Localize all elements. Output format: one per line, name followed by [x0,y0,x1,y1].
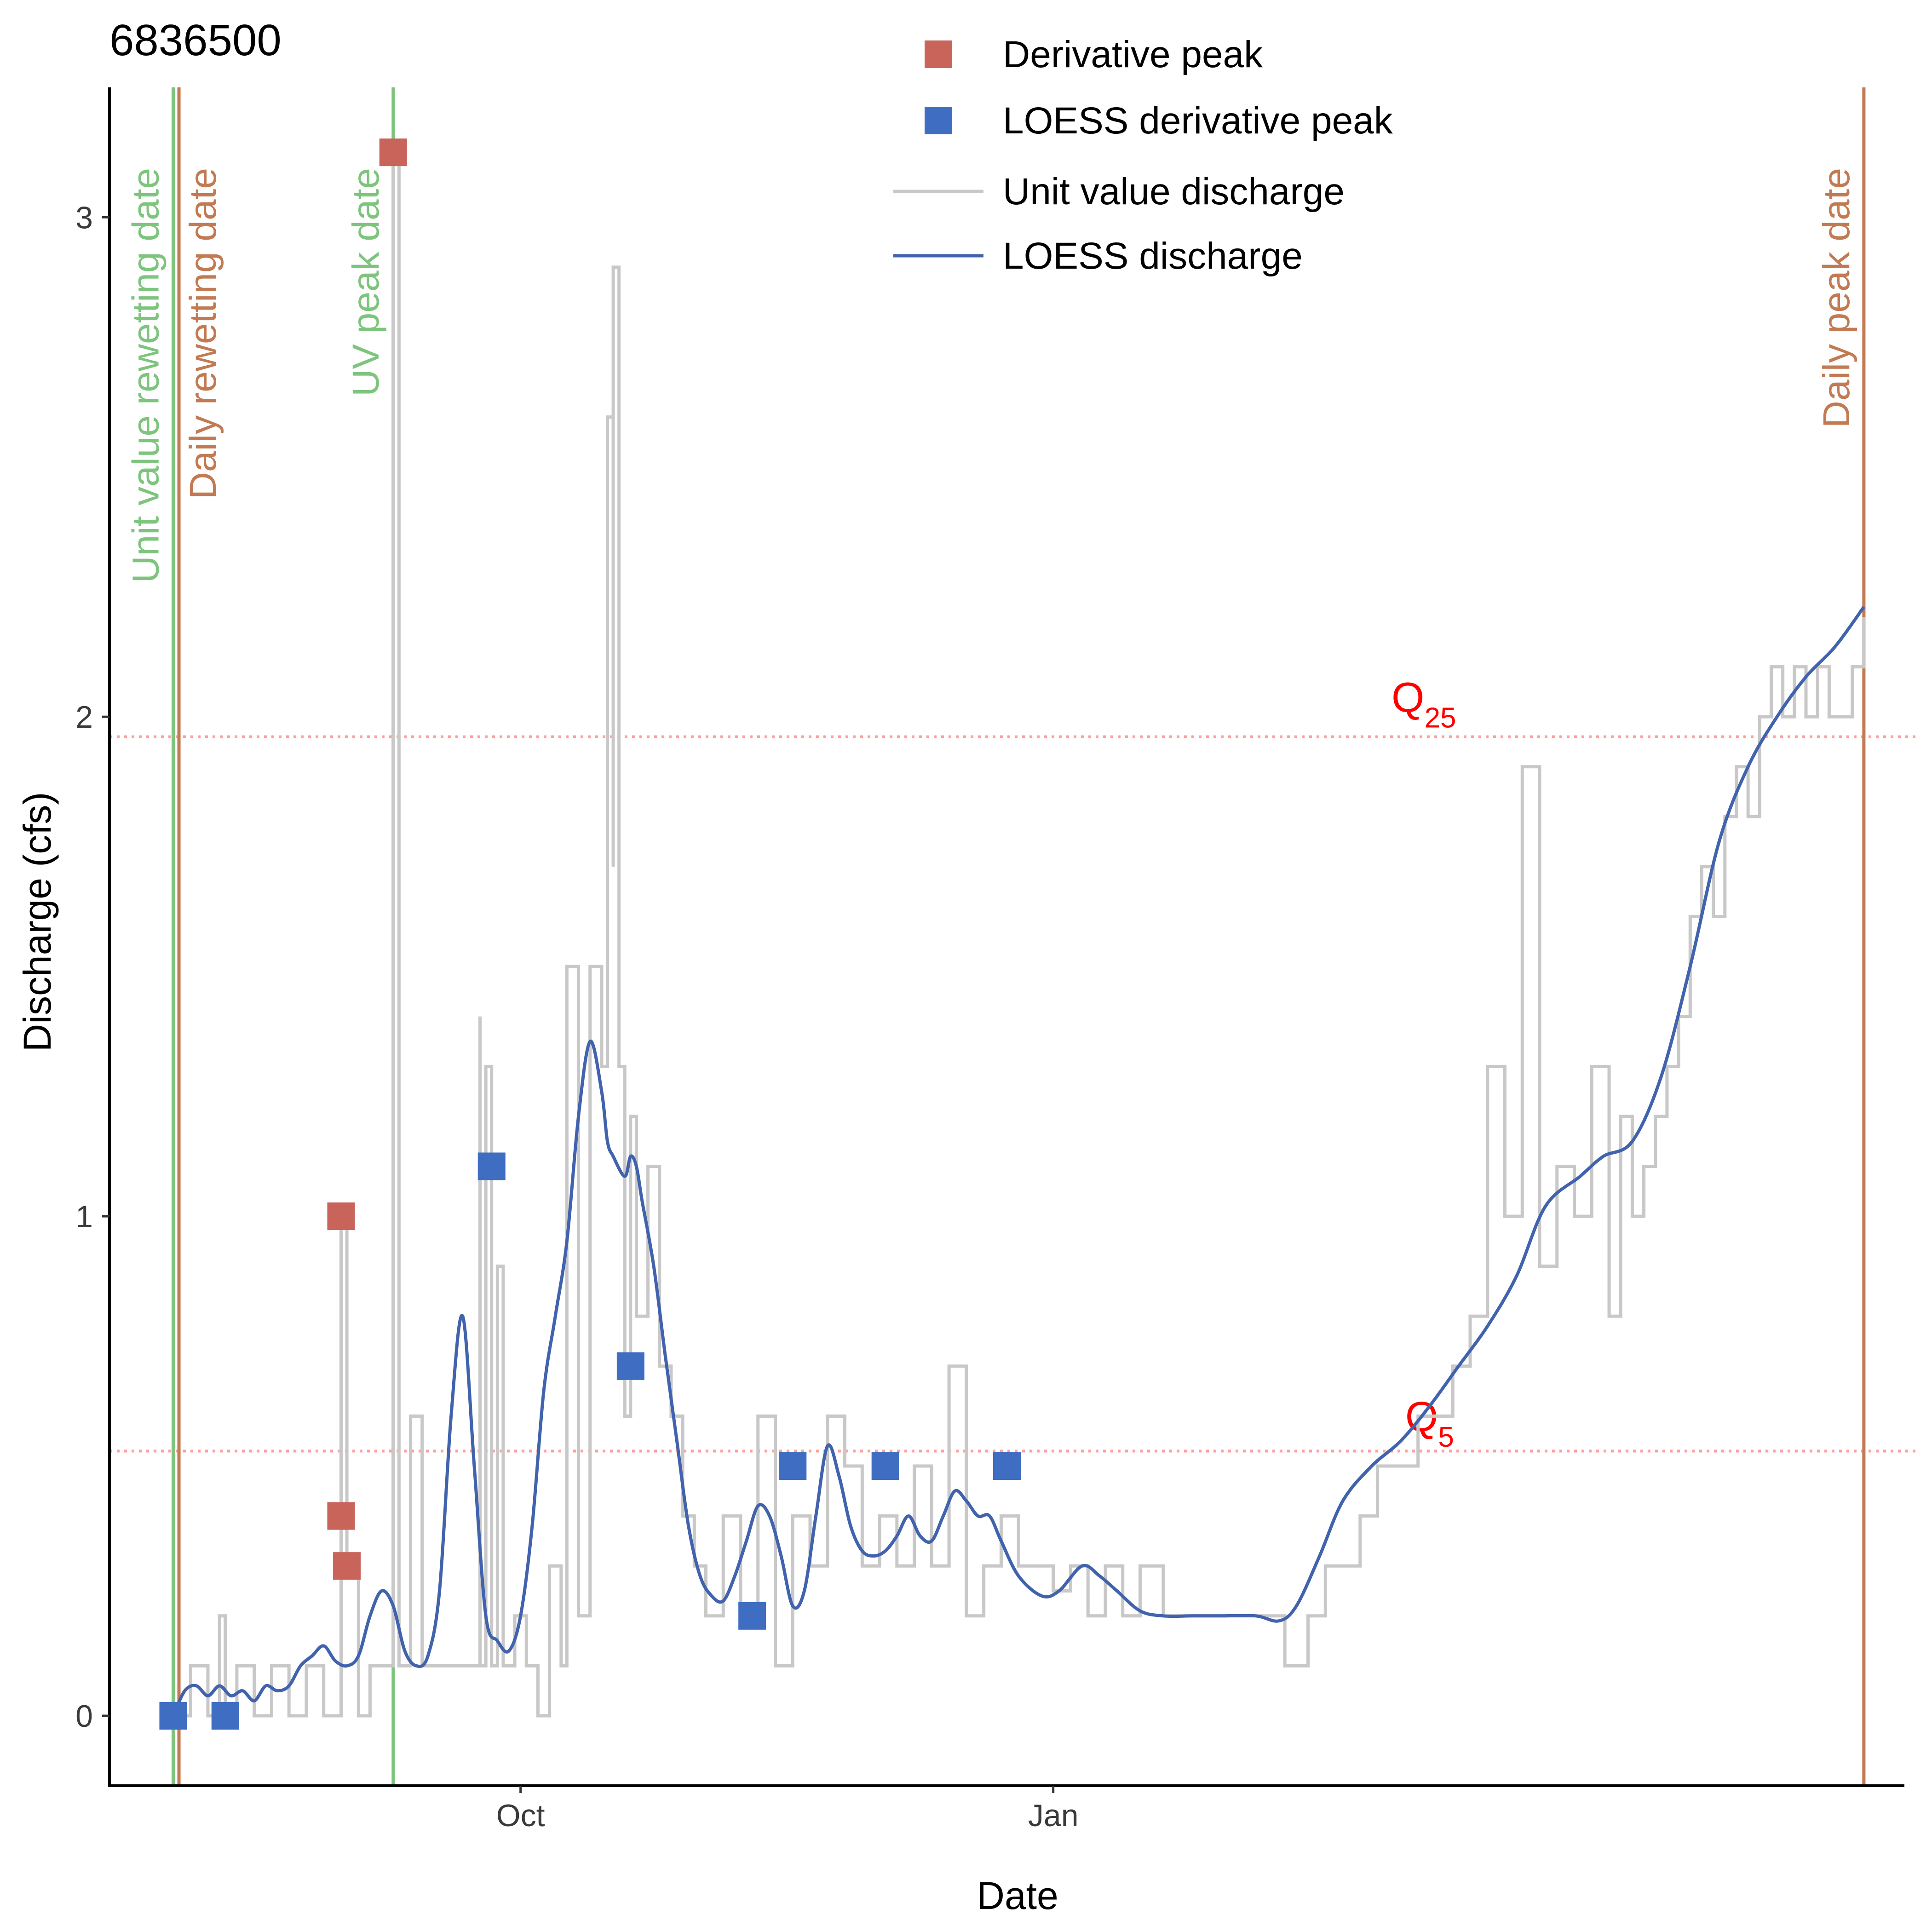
y-tick-label: 0 [75,1699,93,1734]
hline-label-sub: 5 [1438,1421,1454,1453]
hline-label-q25: Q25 [1392,674,1456,734]
point-loess-derivative-peak [738,1602,766,1630]
chart-title: 6836500 [109,16,282,65]
vline-label-2: Daily rewetting date [182,168,224,499]
point-derivative-peak [327,1502,355,1530]
legend-label-unit-value-discharge: Unit value discharge [1003,171,1345,213]
hline-label-q5: Q5 [1405,1393,1454,1453]
axes: 0 1 2 3 Oct Jan [75,87,1904,1833]
legend-label-derivative-peak: Derivative peak [1003,34,1263,75]
point-loess-derivative-peak [871,1452,899,1480]
vline-label-1: Unit value rewetting date [125,168,167,583]
peak-points [159,138,1021,1730]
point-derivative-peak [327,1202,355,1230]
point-derivative-peak [333,1552,361,1580]
legend-label-loess-derivative-peak: LOESS derivative peak [1003,100,1393,142]
point-loess-derivative-peak [159,1702,187,1730]
x-tick-label: Jan [1028,1798,1079,1833]
series-loess-discharge [172,606,1865,1717]
vline-label-4: Daily peak date [1816,168,1857,428]
series-layer [172,150,1866,1718]
legend-label-loess-discharge: LOESS discharge [1003,235,1303,277]
legend: Derivative peak LOESS derivative peak Unit… [893,34,1393,277]
series-unit-value-discharge [173,150,1866,1718]
y-tick-label: 3 [75,200,93,235]
x-tick-label: Oct [496,1798,545,1833]
legend-key-derivative-peak [925,40,952,68]
vline-label-3: UV peak date [345,168,387,397]
hline-label-main: Q [1392,674,1425,721]
point-derivative-peak [379,138,407,167]
point-loess-derivative-peak [211,1702,239,1730]
point-loess-derivative-peak [616,1352,644,1380]
point-loess-derivative-peak [779,1452,807,1480]
hline-label-sub: 25 [1425,702,1456,734]
point-loess-derivative-peak [477,1152,506,1180]
legend-key-loess-derivative-peak [925,107,952,134]
reference-vlines: Unit value rewetting date Daily rewetting… [125,87,1866,1786]
y-axis-title: Discharge (cfs) [16,792,59,1052]
x-axis-title: Date [977,1874,1058,1917]
y-tick-label: 1 [75,1199,93,1234]
point-loess-derivative-peak [993,1452,1021,1480]
y-tick-label: 2 [75,700,93,735]
